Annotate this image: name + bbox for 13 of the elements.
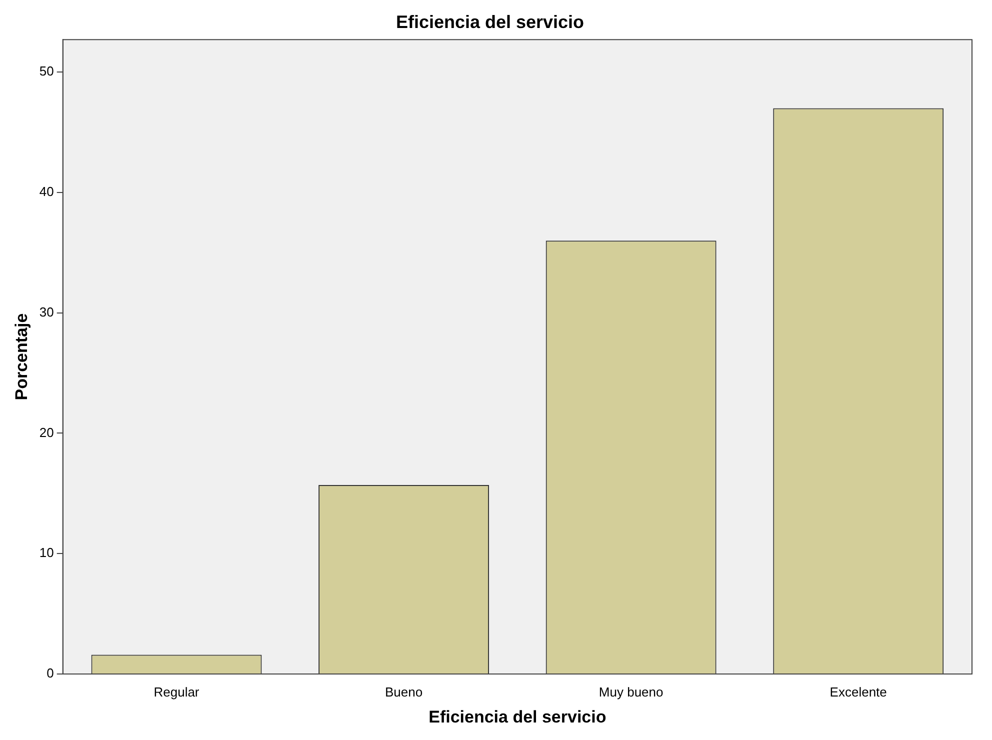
y-tick-label: 30	[39, 304, 54, 320]
y-tick-label: 50	[39, 64, 54, 79]
x-axis-title: Eficiencia del servicio	[428, 707, 606, 726]
y-tick-label: 40	[39, 184, 54, 200]
y-tick-label: 20	[39, 424, 54, 440]
x-tick-label: Bueno	[384, 684, 423, 700]
x-tick-label: Regular	[154, 684, 200, 700]
y-tick-label: 0	[46, 666, 54, 681]
y-axis-title: Porcentaje	[12, 313, 31, 400]
y-tick-label: 10	[39, 545, 54, 560]
chart-title: Eficiencia del servicio	[396, 12, 584, 32]
x-tick-label: Muy bueno	[598, 684, 664, 700]
x-tick-label: Excelente	[830, 684, 887, 700]
